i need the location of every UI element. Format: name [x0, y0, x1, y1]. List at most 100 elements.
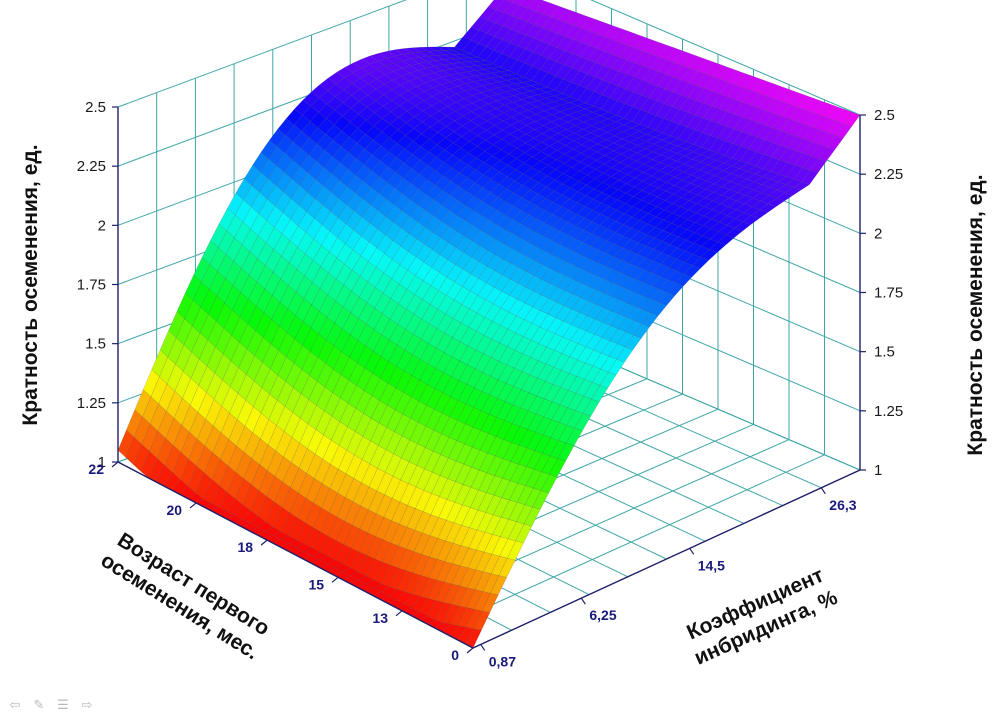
- surface-patch: [547, 301, 565, 318]
- surface-patch: [412, 146, 430, 161]
- surface-patch: [452, 322, 469, 342]
- surface-patch: [572, 282, 589, 298]
- surface-patch: [372, 356, 389, 379]
- surface-patch: [248, 258, 266, 283]
- surface-patch: [495, 228, 513, 245]
- surface-patch: [393, 67, 411, 77]
- surface-patch: [436, 50, 454, 56]
- surface-patch: [455, 235, 473, 253]
- surface-patch: [390, 283, 408, 305]
- surface-patch: [141, 423, 159, 452]
- surface-patch: [380, 586, 398, 597]
- surface-patch: [322, 439, 340, 465]
- surface-patch: [283, 437, 300, 463]
- surface-patch: [476, 60, 494, 65]
- surface-patch: [213, 379, 231, 407]
- surface-patch: [385, 62, 403, 72]
- surface-patch: [343, 269, 361, 292]
- surface-patch: [197, 418, 214, 447]
- surface-patch: [454, 36, 472, 51]
- surface-patch: [476, 140, 494, 152]
- surface-patch: [372, 583, 390, 593]
- surface-patch: [416, 447, 434, 470]
- surface-patch: [448, 420, 466, 441]
- surface-patch: [555, 305, 573, 322]
- surface-patch: [267, 165, 285, 186]
- surface-patch: [401, 199, 419, 217]
- x-tick-label: 15: [309, 576, 325, 592]
- surface-patch: [453, 504, 471, 526]
- surface-patch: [448, 215, 466, 232]
- surface-patch: [490, 575, 507, 596]
- z-tick-label: 2: [98, 217, 106, 234]
- z-tick-label-right: 1.25: [874, 403, 903, 420]
- surface-patch: [239, 298, 257, 325]
- surface-patch: [297, 497, 314, 524]
- surface-patch: [241, 510, 259, 524]
- y-axis: [472, 469, 861, 649]
- surface-patch: [422, 267, 440, 286]
- surface-patch: [351, 275, 368, 298]
- pen-icon[interactable]: ✎: [33, 698, 45, 713]
- surface-patch: [506, 78, 524, 85]
- z-tick-label: 2.25: [77, 158, 106, 175]
- surface-patch: [224, 285, 241, 311]
- y-tick-label: 26,3: [829, 497, 856, 513]
- z-tick-label: 1.5: [85, 336, 106, 353]
- surface-patch: [369, 445, 387, 469]
- surface-patch: [624, 334, 642, 351]
- y-ticks: 0,87 6,25 14,5 26,3: [480, 487, 857, 669]
- surface-patch: [425, 66, 444, 73]
- surface-patch: [159, 356, 176, 385]
- surface-patch: [432, 84, 450, 93]
- surface-patch: [474, 571, 492, 592]
- surface-patch: [370, 422, 387, 446]
- surface-patch: [462, 256, 480, 275]
- z-axis-title-right: Кратность осеменения, ед.: [964, 174, 987, 455]
- surface-patch: [327, 71, 345, 85]
- surface-patch: [481, 375, 499, 396]
- surface-patch: [142, 396, 159, 425]
- arrow-right-icon[interactable]: ⇨: [81, 698, 93, 713]
- surface-patch: [375, 253, 393, 274]
- surface-patch: [453, 50, 471, 55]
- surface-patch: [354, 198, 371, 218]
- surface-patch: [293, 344, 311, 370]
- surface-patch: [318, 103, 336, 119]
- surface-patch: [307, 161, 325, 180]
- z-ticks-left: 1 1.25 1.5 1.75 2 2.25 2.5: [77, 99, 118, 471]
- surface-patch: [250, 490, 267, 517]
- surface-patch: [296, 253, 314, 277]
- surface-patch: [304, 527, 321, 549]
- surface-patch: [490, 76, 508, 83]
- surface-patch: [496, 401, 514, 421]
- surface-patch: [427, 368, 444, 389]
- z-tick-label: 1: [98, 454, 106, 471]
- surface-patch: [133, 443, 150, 473]
- surface-patch: [382, 278, 400, 299]
- surface-patch: [498, 557, 516, 578]
- surface-patch: [497, 85, 515, 92]
- menu-icon[interactable]: ☰: [57, 698, 69, 713]
- z-tick-label: 2.5: [85, 99, 106, 116]
- x-tick-label: 18: [238, 539, 254, 555]
- surface-patch: [125, 436, 143, 465]
- x-tick-label: 20: [167, 502, 183, 518]
- surface-patch: [232, 292, 249, 318]
- surface-patch: [466, 182, 484, 197]
- surface-patch: [290, 467, 307, 494]
- surface-patch: [507, 315, 525, 334]
- surface-patch: [442, 63, 461, 70]
- surface-patch: [406, 508, 424, 531]
- arrow-left-icon[interactable]: ⇦: [9, 698, 21, 713]
- surface-patch: [333, 351, 350, 376]
- y-tick-label: 6,25: [589, 607, 616, 623]
- surface-patch: [237, 374, 255, 401]
- z-tick-label: 1.25: [77, 395, 106, 412]
- surface-patch: [188, 438, 206, 467]
- surface-patch: [448, 231, 465, 248]
- z-tick-label-right: 1: [874, 462, 882, 479]
- surface-patch: [387, 366, 405, 389]
- surface-patch: [312, 507, 330, 533]
